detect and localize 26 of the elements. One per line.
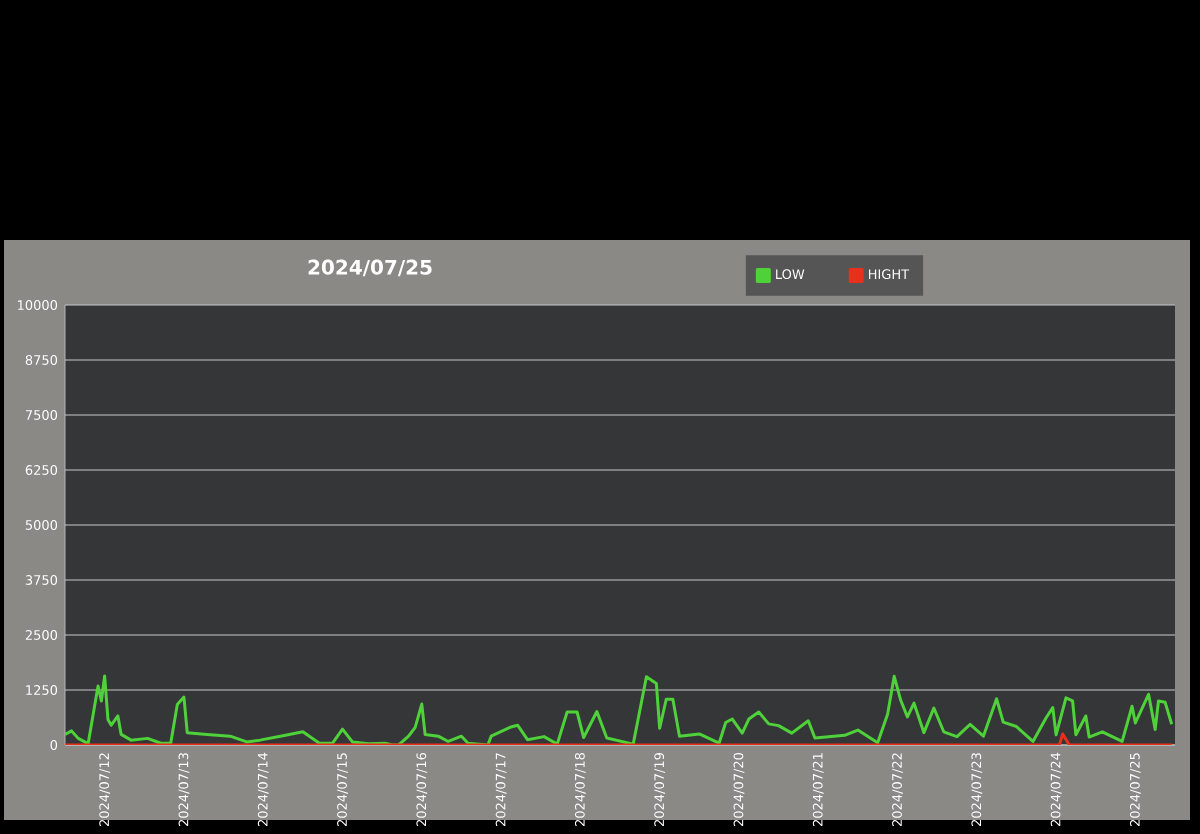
x-tick-label: 2024/07/12 [99,753,111,827]
y-tick-label: 6250 [25,465,58,475]
x-tick-label: 2024/07/15 [337,753,348,827]
y-tick-label: 2500 [25,630,58,640]
y-tick-label: 3750 [25,575,58,585]
x-tick-label: 2024/07/24 [1050,752,1062,827]
x-tick-label: 2024/07/14 [257,752,269,827]
x-tick-label: 2024/07/19 [654,753,666,827]
x-tick-label: 2024/07/20 [733,752,745,827]
x-tick-label: 2024/07/23 [971,753,983,827]
x-tick-label: 2024/07/17 [495,753,507,827]
y-tick-label: 1250 [26,685,58,695]
legend-label: HIGHT [868,269,910,280]
chart-title: 2024/07/25 [308,259,432,277]
y-tick-label: 0 [50,740,58,750]
x-tick-label: 2024/07/21 [812,753,824,827]
x-tick-label: 2024/07/13 [178,753,190,827]
x-tick-label: 2024/07/16 [416,752,428,827]
legend-label: LOW [776,269,805,280]
x-tick-label: 2024/07/22 [892,753,903,827]
y-tick-label: 10000 [18,300,58,310]
y-tick-label: 5000 [25,520,58,530]
x-tick-label: 2024/07/18 [574,752,586,827]
x-tick-label: 2024/07/25 [1129,753,1141,827]
y-tick-label: 8750 [25,355,58,365]
y-tick-label: 7500 [25,410,58,420]
